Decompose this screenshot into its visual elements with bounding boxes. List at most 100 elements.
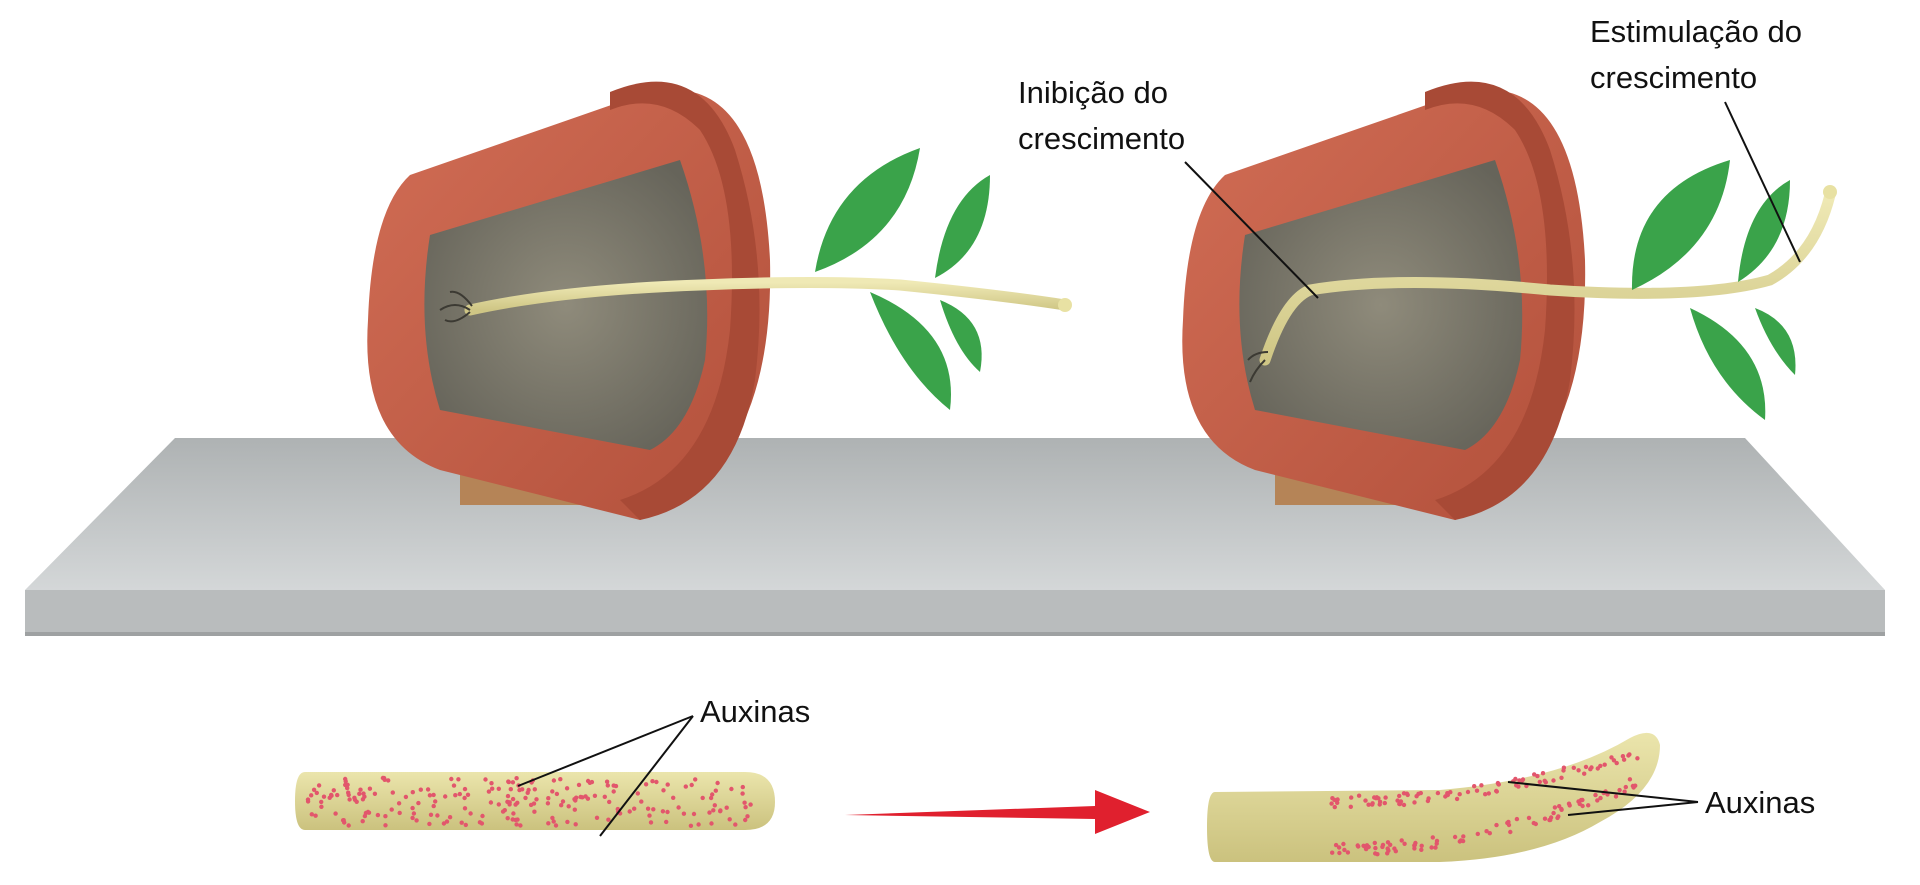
auxin-dot (1555, 815, 1560, 821)
auxin-dot (1506, 822, 1512, 828)
auxin-dot (671, 795, 676, 800)
auxin-dot (506, 779, 511, 785)
auxin-dot (1623, 784, 1629, 790)
auxin-dot (676, 805, 681, 810)
label-auxins-right: Auxinas (1705, 785, 1815, 820)
auxin-dot (508, 787, 513, 792)
auxin-dot (727, 817, 732, 822)
auxin-dot (1561, 768, 1566, 773)
auxin-dot (651, 807, 656, 812)
auxin-dot (1392, 846, 1397, 851)
auxin-dot (648, 820, 654, 825)
auxin-dot (1382, 800, 1388, 806)
auxin-dot (396, 801, 402, 806)
auxin-dot (1434, 841, 1439, 846)
auxin-dot (523, 795, 528, 801)
auxin-dot (321, 794, 327, 799)
auxin-dot (1452, 834, 1458, 840)
auxin-dot (1586, 803, 1591, 808)
auxin-dot (477, 820, 483, 825)
auxin-dot (496, 786, 501, 791)
auxin-dot (647, 813, 652, 818)
auxin-dot (1363, 846, 1369, 852)
auxin-dot (518, 823, 523, 828)
auxin-dot (1380, 844, 1385, 850)
label-inhibition: Inibição do crescimento (1018, 75, 1319, 299)
auxin-dot (331, 788, 336, 793)
auxin-dot (490, 786, 495, 791)
auxin-dot (1620, 754, 1626, 759)
auxin-dot (358, 787, 363, 792)
auxin-dot (1486, 791, 1492, 796)
auxin-dot (1611, 758, 1617, 763)
auxin-dot (309, 793, 314, 798)
auxin-dot (1583, 764, 1589, 770)
auxin-dot (451, 783, 457, 788)
auxin-dot (418, 787, 423, 792)
auxin-dot (551, 778, 557, 783)
auxin-dot (605, 783, 610, 788)
auxin-dot (1508, 829, 1513, 835)
label-inhibition-line1: Inibição do (1018, 75, 1168, 110)
auxin-dot (489, 781, 494, 786)
auxin-dot (414, 818, 419, 823)
leaf (1690, 308, 1766, 420)
auxin-dot (1567, 803, 1572, 808)
auxin-dot (1479, 783, 1484, 788)
auxin-dot (1458, 838, 1464, 843)
auxin-dot (389, 807, 394, 812)
auxin-dot (1465, 789, 1471, 795)
auxin-dot (743, 805, 748, 810)
leaf (815, 148, 920, 272)
left-pot (367, 81, 1072, 520)
auxin-dot (1532, 772, 1537, 777)
auxin-dot (517, 787, 522, 793)
auxin-dot (1349, 795, 1354, 800)
auxin-dot (316, 783, 322, 788)
leaf (940, 300, 982, 372)
auxin-dot (435, 813, 440, 818)
auxin-dot (1332, 804, 1338, 810)
auxin-dot (410, 815, 415, 821)
auxin-dot (1559, 807, 1564, 812)
label-stimulation-line2: crescimento (1590, 60, 1757, 95)
auxin-dot (1373, 845, 1378, 851)
auxin-dot (507, 802, 512, 807)
auxin-dot (511, 811, 516, 816)
auxin-dot (550, 789, 555, 794)
auxin-dot (1520, 778, 1525, 783)
auxin-dot (1329, 801, 1334, 806)
auxin-dot (311, 787, 317, 792)
auxin-dot (1337, 850, 1342, 856)
auxin-dot (1370, 802, 1375, 807)
auxin-dot (1372, 840, 1378, 846)
auxin-dot (639, 799, 644, 804)
auxin-dot (1445, 791, 1450, 796)
auxin-dot (566, 804, 571, 809)
auxin-dot (1377, 802, 1382, 807)
auxin-dot (700, 795, 705, 801)
auxin-dot (1335, 797, 1340, 802)
auxin-dot (532, 809, 537, 814)
auxin-dot (1356, 844, 1361, 849)
auxin-dot (1430, 835, 1436, 840)
leaf (1755, 308, 1796, 375)
auxin-dot (1551, 810, 1556, 816)
auxin-dot (441, 821, 447, 826)
auxin-dot (462, 786, 468, 792)
auxin-dot (505, 793, 511, 799)
auxin-dot (1602, 762, 1607, 767)
auxin-dot (416, 800, 421, 806)
leader-line (1507, 781, 1699, 803)
label-stimulation: Estimulação do crescimento (1590, 14, 1802, 263)
auxin-dot (465, 792, 471, 797)
auxin-dot (740, 784, 745, 790)
auxin-dot (1474, 788, 1480, 793)
auxin-dot (468, 811, 473, 816)
auxin-dot (718, 809, 723, 814)
auxin-dot (462, 806, 468, 811)
auxin-dot (1336, 845, 1342, 850)
auxin-dot (708, 795, 714, 801)
stem (464, 277, 1071, 316)
auxin-dot (500, 809, 506, 814)
